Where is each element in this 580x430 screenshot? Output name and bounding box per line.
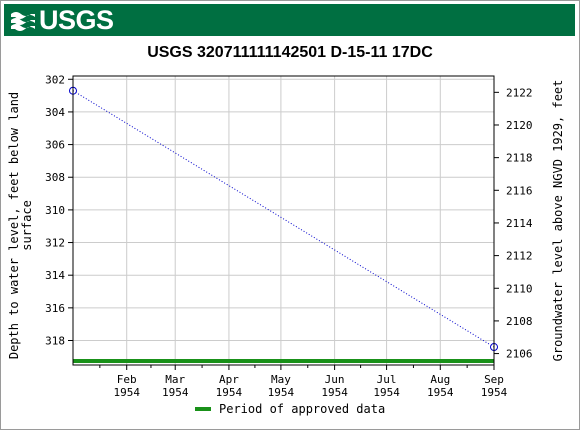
x-tick-month-label: Jul: [377, 373, 397, 386]
left-tick-label: 318: [45, 335, 65, 348]
x-tick-month-label: Apr: [219, 373, 239, 386]
right-tick-label: 2116: [506, 184, 533, 197]
left-axis-label-line: Depth to water level, feet below land: [7, 92, 21, 359]
chart-title: USGS 320711111142501 D-15-11 17DC: [147, 44, 433, 61]
legend-swatch-approved: [195, 407, 211, 411]
x-tick-year-label: 1954: [268, 386, 295, 399]
right-tick-label: 2108: [506, 315, 533, 328]
x-tick-month-label: Sep: [484, 373, 504, 386]
left-tick-label: 302: [45, 73, 65, 86]
usgs-wave-icon: [11, 12, 35, 31]
right-tick-label: 2110: [506, 282, 533, 295]
usgs-banner: USGS: [4, 4, 575, 36]
x-tick-year-label: 1954: [321, 386, 348, 399]
legend: Period of approved data: [195, 402, 385, 416]
right-tick-label: 2118: [506, 152, 533, 165]
usgs-logo-text: USGS: [39, 5, 114, 35]
right-tick-label: 2112: [506, 250, 533, 263]
left-tick-label: 304: [45, 106, 65, 119]
x-tick-year-label: 1954: [427, 386, 454, 399]
x-tick-month-label: Aug: [430, 373, 450, 386]
right-axis-label: Groundwater level above NGVD 1929, feet: [551, 80, 565, 362]
left-axis-ticks: 302 304 306 308 310 312 314 316 318: [45, 73, 73, 348]
approved-period-bar: [73, 359, 494, 363]
data-series: [69, 86, 498, 363]
left-axis-label-line: surface: [20, 200, 34, 251]
left-tick-label: 316: [45, 302, 65, 315]
left-tick-label: 312: [45, 237, 65, 250]
right-tick-label: 2106: [506, 348, 533, 361]
series-line: [72, 90, 495, 348]
left-axis-label: Depth to water level, feet below landsur…: [7, 92, 34, 359]
plot-area: [72, 75, 495, 366]
x-tick-year-label: 1954: [216, 386, 243, 399]
x-tick-month-label: Feb: [117, 373, 137, 386]
x-axis-ticks: Feb1954Mar1954Apr1954May1954Jun1954Jul19…: [99, 365, 508, 399]
x-tick-year-label: 1954: [162, 386, 189, 399]
right-tick-label: 2114: [506, 217, 533, 230]
left-tick-label: 306: [45, 139, 65, 152]
x-tick-year-label: 1954: [113, 386, 140, 399]
right-tick-label: 2122: [506, 86, 533, 99]
legend-label: Period of approved data: [219, 402, 386, 416]
left-tick-label: 308: [45, 171, 65, 184]
usgs-logo[interactable]: USGS: [10, 5, 114, 35]
right-axis-ticks: 2122 2120 2118 2116 2114 2112 2110 2108 2106: [494, 86, 533, 361]
x-tick-month-label: May: [271, 373, 291, 386]
x-tick-year-label: 1954: [373, 386, 400, 399]
left-tick-label: 310: [45, 204, 65, 217]
x-tick-year-label: 1954: [481, 386, 508, 399]
grid-lines: [73, 76, 494, 365]
left-tick-label: 314: [45, 269, 65, 282]
right-tick-label: 2120: [506, 119, 533, 132]
x-tick-month-label: Mar: [165, 373, 185, 386]
x-tick-month-label: Jun: [325, 373, 345, 386]
